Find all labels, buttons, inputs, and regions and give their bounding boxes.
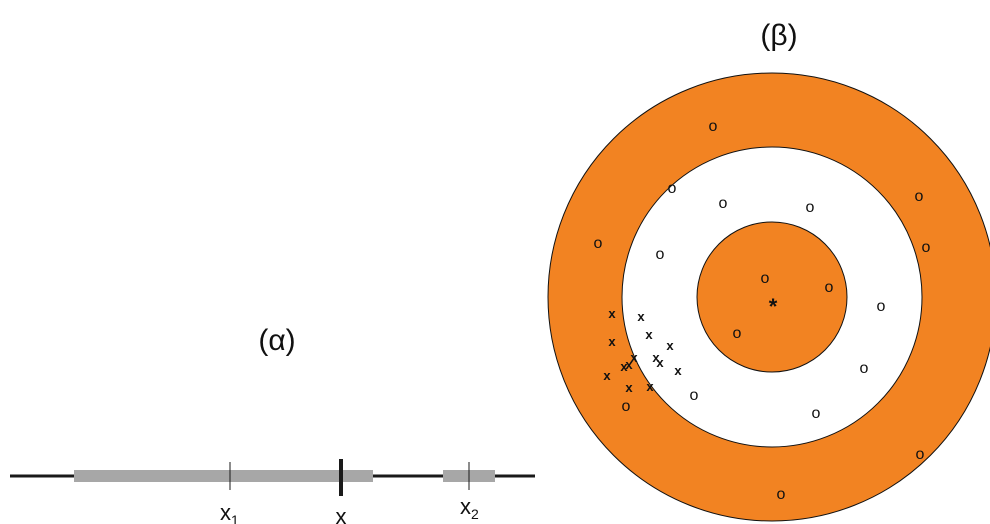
- x-marker-12: x: [603, 368, 611, 383]
- o-marker-2: o: [668, 180, 677, 197]
- panel-b-label: (β): [760, 19, 797, 52]
- o-marker-9: o: [761, 270, 770, 287]
- label-x2: x2: [460, 494, 479, 522]
- o-marker-6: o: [594, 235, 603, 252]
- panel-a: (α) x1 x x2: [10, 324, 535, 524]
- o-marker-5: o: [806, 199, 815, 216]
- x-marker-1: x: [608, 306, 616, 321]
- o-marker-17: o: [916, 446, 925, 463]
- o-marker-group: o o o o o o o o o o o o o o o o o o: [594, 118, 931, 503]
- x-marker-5: x: [666, 338, 674, 353]
- o-marker-8: o: [656, 246, 665, 263]
- o-marker-16: o: [812, 405, 821, 422]
- inner-disc: [696, 221, 848, 373]
- x-marker-3: x: [645, 327, 653, 342]
- panel-a-label: (α): [258, 324, 295, 357]
- o-marker-13: o: [860, 360, 869, 377]
- o-marker-11: o: [877, 298, 886, 315]
- x-marker-4: x: [608, 334, 616, 349]
- o-marker-10: o: [825, 279, 834, 296]
- label-x: x: [336, 504, 347, 524]
- o-marker-18: o: [777, 486, 786, 503]
- o-marker-1: o: [709, 118, 718, 135]
- o-marker-7: o: [922, 239, 931, 256]
- x-marker-7: x: [652, 350, 660, 365]
- x-marker-10: x: [620, 359, 628, 374]
- o-marker-3: o: [915, 188, 924, 205]
- interval-segment-left: [74, 470, 373, 482]
- x-marker-14: x: [646, 379, 654, 394]
- x-marker-13: x: [625, 380, 633, 395]
- x-marker-9: x: [625, 357, 633, 372]
- center-star-marker: *: [769, 294, 778, 319]
- x-marker-8: x: [656, 355, 664, 370]
- x-marker-6: x: [630, 350, 638, 365]
- label-x1: x1: [220, 500, 239, 524]
- x-marker-2: x: [637, 309, 645, 324]
- x-marker-11: x: [674, 363, 682, 378]
- o-marker-12: o: [733, 325, 742, 342]
- o-marker-15: o: [622, 398, 631, 415]
- o-marker-4: o: [719, 195, 728, 212]
- o-marker-14: o: [690, 387, 699, 404]
